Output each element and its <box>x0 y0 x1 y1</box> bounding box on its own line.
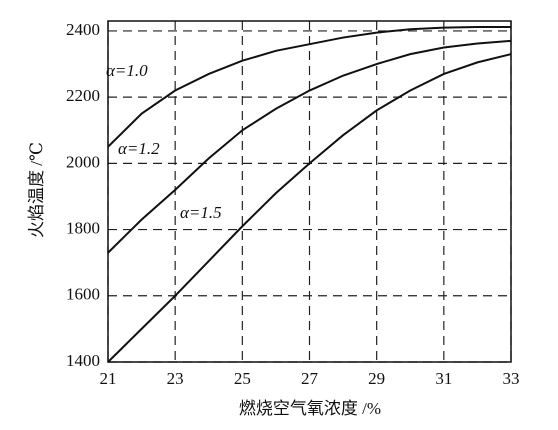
series-label: α=1.5 <box>180 203 222 222</box>
line-series <box>107 53 512 363</box>
x-tick-label: 29 <box>368 369 385 388</box>
plot-frame <box>107 20 512 363</box>
x-tick-label: 21 <box>100 369 117 388</box>
y-tick-label: 2200 <box>66 86 100 105</box>
y-tick-label: 1800 <box>66 218 100 237</box>
x-tick-label: 23 <box>167 369 184 388</box>
series-label: α=1.0 <box>106 61 148 80</box>
x-tick-label: 25 <box>234 369 251 388</box>
line-series <box>107 25 511 148</box>
y-tick-label: 1600 <box>66 285 100 304</box>
y-tick-label: 2000 <box>66 152 100 171</box>
x-tick-label: 27 <box>301 369 319 388</box>
series-label: α=1.2 <box>118 139 160 158</box>
y-axis-label: 火焰温度 /℃ <box>27 142 46 238</box>
y-tick-label: 2400 <box>66 20 100 39</box>
line-series <box>107 39 512 254</box>
y-tick-label: 1400 <box>66 351 100 370</box>
x-axis-label: 燃烧空气氧浓度 /% <box>239 399 381 418</box>
x-tick-label: 31 <box>435 369 452 388</box>
x-tick-label: 33 <box>503 369 520 388</box>
